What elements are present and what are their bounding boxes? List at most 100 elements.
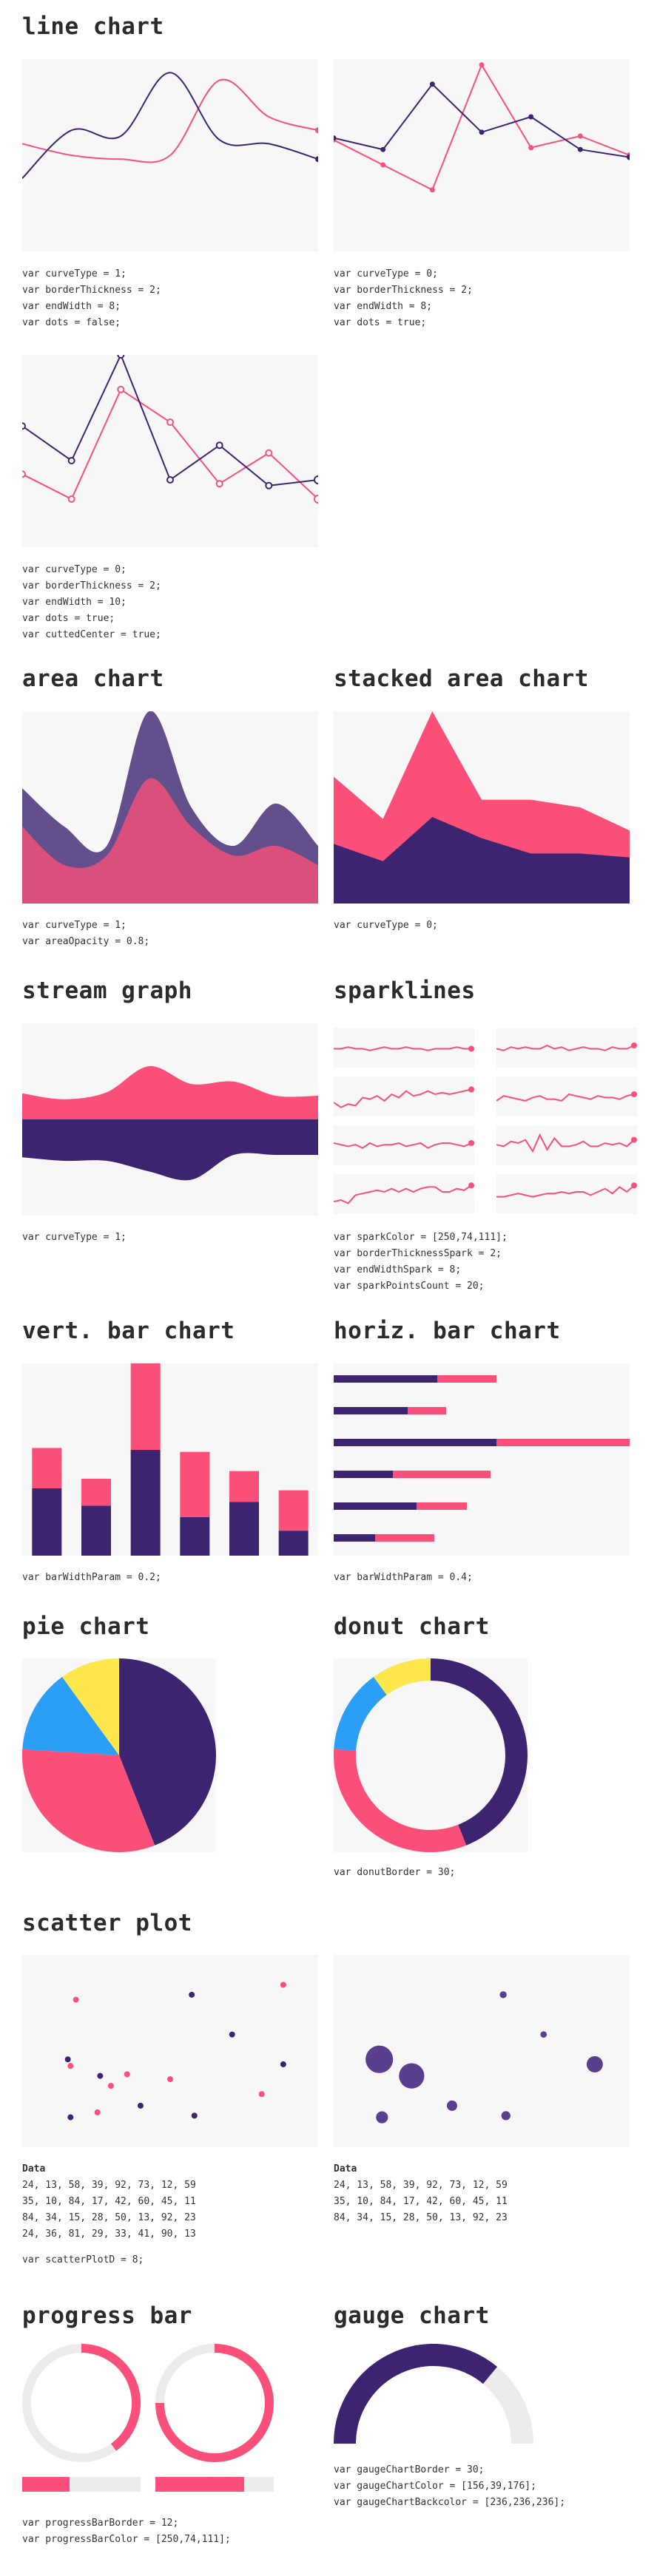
code-line: var barWidthParam = 0.4; — [334, 1572, 473, 1583]
pie-slice — [62, 1658, 119, 1755]
stacked-area-chart — [334, 711, 630, 904]
code-line: var curveType = 0; — [334, 920, 438, 931]
code-line: var dots = true; — [22, 613, 115, 624]
area-chart — [22, 711, 318, 904]
code-line: var endWidth = 8; — [334, 301, 433, 312]
data-point — [528, 145, 534, 151]
line-chart-3-panel — [22, 355, 318, 547]
code-line: var endWidth = 10; — [22, 597, 127, 608]
stacked-area-chart-code: var curveType = 0; — [334, 918, 438, 934]
vert-bar-chart-code: var barWidthParam = 0.2; — [22, 1570, 161, 1586]
donut-chart-code: var donutBorder = 30; — [334, 1865, 455, 1881]
data-point — [22, 422, 26, 430]
code-line: var barWidthParam = 0.2; — [22, 1572, 161, 1583]
code-line: 35, 10, 84, 17, 42, 60, 45, 11 — [22, 2196, 196, 2207]
code-line: var progressBarColor = [250,74,111]; — [22, 2534, 231, 2545]
area-series-1 — [22, 778, 318, 904]
code-line: var gaugeChartColor = [156,39,176]; — [334, 2481, 536, 2492]
hbar-left — [334, 1471, 393, 1478]
vert-bar-chart — [32, 1363, 309, 1556]
bar-bottom — [229, 1502, 259, 1556]
scatter-plot-2 — [365, 1991, 603, 2123]
stacked-area-chart-title: stacked area chart — [334, 665, 589, 692]
code-line: var endWidth = 8; — [22, 301, 121, 312]
code-line: var dots = false; — [22, 317, 121, 328]
code-line: var curveType = 1; — [22, 920, 127, 931]
code-line: var borderThickness = 2; — [22, 285, 161, 296]
stream-graph-panel — [22, 1023, 318, 1216]
data-point — [314, 495, 318, 504]
bubble-point — [540, 2031, 548, 2038]
scatter-point — [229, 2031, 235, 2038]
scatter-plot-title: scatter plot — [22, 1910, 192, 1936]
horiz-bar-chart-panel — [334, 1363, 630, 1556]
sparkline-panel — [334, 1077, 474, 1116]
code-line: var curveType = 1; — [22, 1232, 127, 1243]
area-chart-panel — [22, 711, 318, 904]
sparkline-end-dot — [468, 1140, 474, 1146]
scatter-point — [189, 1991, 195, 1998]
hbar-left — [334, 1407, 408, 1414]
hbar-right — [393, 1471, 491, 1478]
bar-top — [130, 1363, 161, 1450]
data-point — [67, 457, 75, 464]
line-chart-1-code: var curveType = 1; var borderThickness = … — [22, 266, 161, 331]
donut-slice — [374, 1658, 431, 1695]
code-line: var progressBarBorder = 12; — [22, 2518, 179, 2529]
sparkline — [334, 1046, 471, 1051]
data-point — [380, 146, 386, 152]
bar-top — [81, 1479, 111, 1506]
bubble-point — [365, 2045, 394, 2073]
code-line: var borderThickness = 2; — [334, 285, 473, 296]
data-point — [479, 62, 485, 68]
scatter-plot-2-panel — [334, 1955, 630, 2147]
series-line-2 — [22, 72, 318, 179]
scatter-point — [67, 2063, 74, 2070]
code-line: var sparkPointsCount = 20; — [334, 1281, 485, 1292]
sparkline-end-dot — [631, 1182, 637, 1189]
sparkline — [496, 1093, 635, 1102]
bubble-point — [586, 2055, 603, 2072]
scatter-data-1: 24, 13, 58, 39, 92, 73, 12, 59 35, 10, 84… — [22, 2177, 196, 2243]
code-line: 24, 13, 58, 39, 92, 73, 12, 59 — [334, 2180, 508, 2191]
stream-graph-title: stream graph — [22, 977, 192, 1004]
line-chart-2 — [334, 62, 630, 193]
pie-slice — [119, 1658, 216, 1845]
code-line: var donutBorder = 30; — [334, 1867, 456, 1878]
scatter-point — [280, 1982, 286, 1988]
bar-bottom — [130, 1450, 161, 1556]
sparklines-title: sparklines — [334, 977, 476, 1004]
hbar-left — [334, 1502, 417, 1510]
hbar-left — [334, 1534, 375, 1542]
stream-layer-top — [22, 1065, 318, 1119]
pie-chart-title: pie chart — [22, 1613, 150, 1640]
data-point — [380, 162, 386, 168]
progress-ring-fill — [81, 2344, 141, 2451]
bubble-point — [501, 2111, 511, 2121]
series-line-2 — [334, 83, 630, 158]
bubble-point — [499, 1991, 507, 1999]
bar-bottom — [180, 1517, 210, 1556]
code-line: var gaugeChartBorder = 30; — [334, 2464, 485, 2475]
scatter-point — [97, 2072, 104, 2079]
scatter-plot-1-panel — [22, 1955, 318, 2147]
stacked-area-chart-panel — [334, 711, 630, 904]
code-line: var borderThicknessSpark = 2; — [334, 1248, 502, 1259]
sparklines-grid — [334, 1028, 637, 1214]
data-point — [334, 135, 337, 141]
sparklines-code: var sparkColor = [250,74,111]; var border… — [334, 1230, 508, 1295]
scatter-plot-1 — [64, 1982, 286, 2121]
donut-chart-panel — [334, 1658, 528, 1852]
code-line: var areaOpacity = 0.8; — [22, 936, 150, 947]
line-chart-1 — [22, 72, 318, 179]
horiz-bar-chart-code: var barWidthParam = 0.4; — [334, 1570, 473, 1586]
scatter-point — [124, 2071, 130, 2078]
code-line: var sparkColor = [250,74,111]; — [334, 1232, 508, 1243]
sparkline — [496, 1044, 635, 1051]
vert-bar-chart-title: vert. bar chart — [22, 1318, 235, 1344]
data-point — [314, 475, 318, 484]
code-line: var curveType = 0; — [334, 268, 438, 279]
bar-top — [278, 1490, 309, 1531]
bar-bottom — [81, 1505, 111, 1556]
area-chart-code: var curveType = 1; var areaOpacity = 0.8; — [22, 918, 149, 950]
